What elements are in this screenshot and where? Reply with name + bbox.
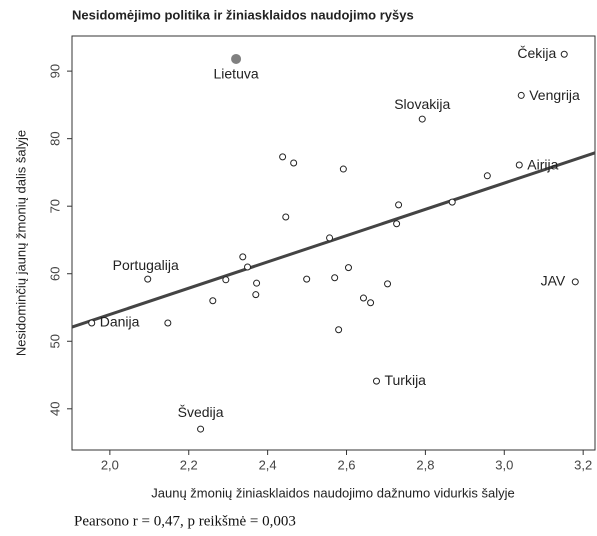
point-label: JAV bbox=[541, 273, 566, 289]
point bbox=[359, 294, 367, 302]
x-tick-label: 3,2 bbox=[574, 457, 592, 472]
point bbox=[222, 276, 230, 284]
x-tick-label: 3,0 bbox=[495, 457, 513, 472]
y-tick-label: 40 bbox=[47, 402, 62, 416]
point-label: Turkija bbox=[384, 372, 426, 388]
caption: Pearsono r = 0,47, p reikšmė = 0,003 bbox=[74, 513, 296, 529]
point-label: Danija bbox=[100, 314, 140, 330]
point bbox=[515, 161, 523, 169]
point bbox=[88, 319, 96, 327]
point bbox=[290, 159, 298, 167]
point-label: Vengrija bbox=[529, 87, 580, 103]
plot-frame bbox=[71, 35, 596, 451]
point bbox=[282, 213, 290, 221]
x-tick-label: 2,6 bbox=[337, 457, 355, 472]
y-tick-label: 50 bbox=[47, 334, 62, 348]
y-tick-label: 60 bbox=[47, 266, 62, 280]
point bbox=[326, 234, 334, 242]
point bbox=[367, 299, 375, 307]
point bbox=[303, 275, 311, 283]
point bbox=[197, 425, 205, 433]
point bbox=[209, 297, 217, 305]
point-label: Švedija bbox=[178, 404, 224, 420]
point bbox=[344, 264, 352, 272]
x-axis-label: Jaunų žmonių žiniasklaidos naudojimo daž… bbox=[151, 485, 514, 500]
x-tick-label: 2,0 bbox=[101, 457, 119, 472]
point bbox=[239, 253, 247, 261]
point bbox=[418, 115, 426, 123]
point-label: Portugalija bbox=[113, 257, 179, 273]
point bbox=[252, 291, 260, 299]
point bbox=[448, 198, 456, 206]
point bbox=[331, 274, 339, 282]
trend-line bbox=[71, 151, 596, 329]
y-tick-label: 70 bbox=[47, 199, 62, 213]
point bbox=[279, 153, 287, 161]
point-label: Slovakija bbox=[394, 96, 450, 112]
x-tick-label: 2,8 bbox=[416, 457, 434, 472]
y-tick-label: 80 bbox=[47, 131, 62, 145]
point bbox=[384, 280, 392, 288]
y-axis-label: Nesidominčių jaunų žmonių dalis šalyje bbox=[13, 130, 28, 356]
y-tick-label: 90 bbox=[47, 64, 62, 78]
point bbox=[335, 326, 343, 334]
point bbox=[395, 201, 403, 209]
point bbox=[483, 172, 491, 180]
chart-title: Nesidomėjimo politika ir žiniasklaidos n… bbox=[72, 7, 414, 22]
point bbox=[244, 263, 252, 271]
point-label: Čekija bbox=[517, 45, 556, 61]
point-label: Lietuva bbox=[214, 66, 259, 82]
x-tick-label: 2,4 bbox=[259, 457, 277, 472]
point bbox=[393, 220, 401, 228]
point bbox=[571, 278, 579, 286]
point bbox=[339, 165, 347, 173]
point bbox=[144, 275, 152, 283]
point bbox=[164, 319, 172, 327]
point-label: Airija bbox=[527, 157, 558, 173]
point bbox=[372, 377, 380, 385]
x-tick-label: 2,2 bbox=[180, 457, 198, 472]
point bbox=[560, 50, 568, 58]
point bbox=[253, 279, 261, 287]
point bbox=[231, 53, 242, 64]
point bbox=[517, 91, 525, 99]
